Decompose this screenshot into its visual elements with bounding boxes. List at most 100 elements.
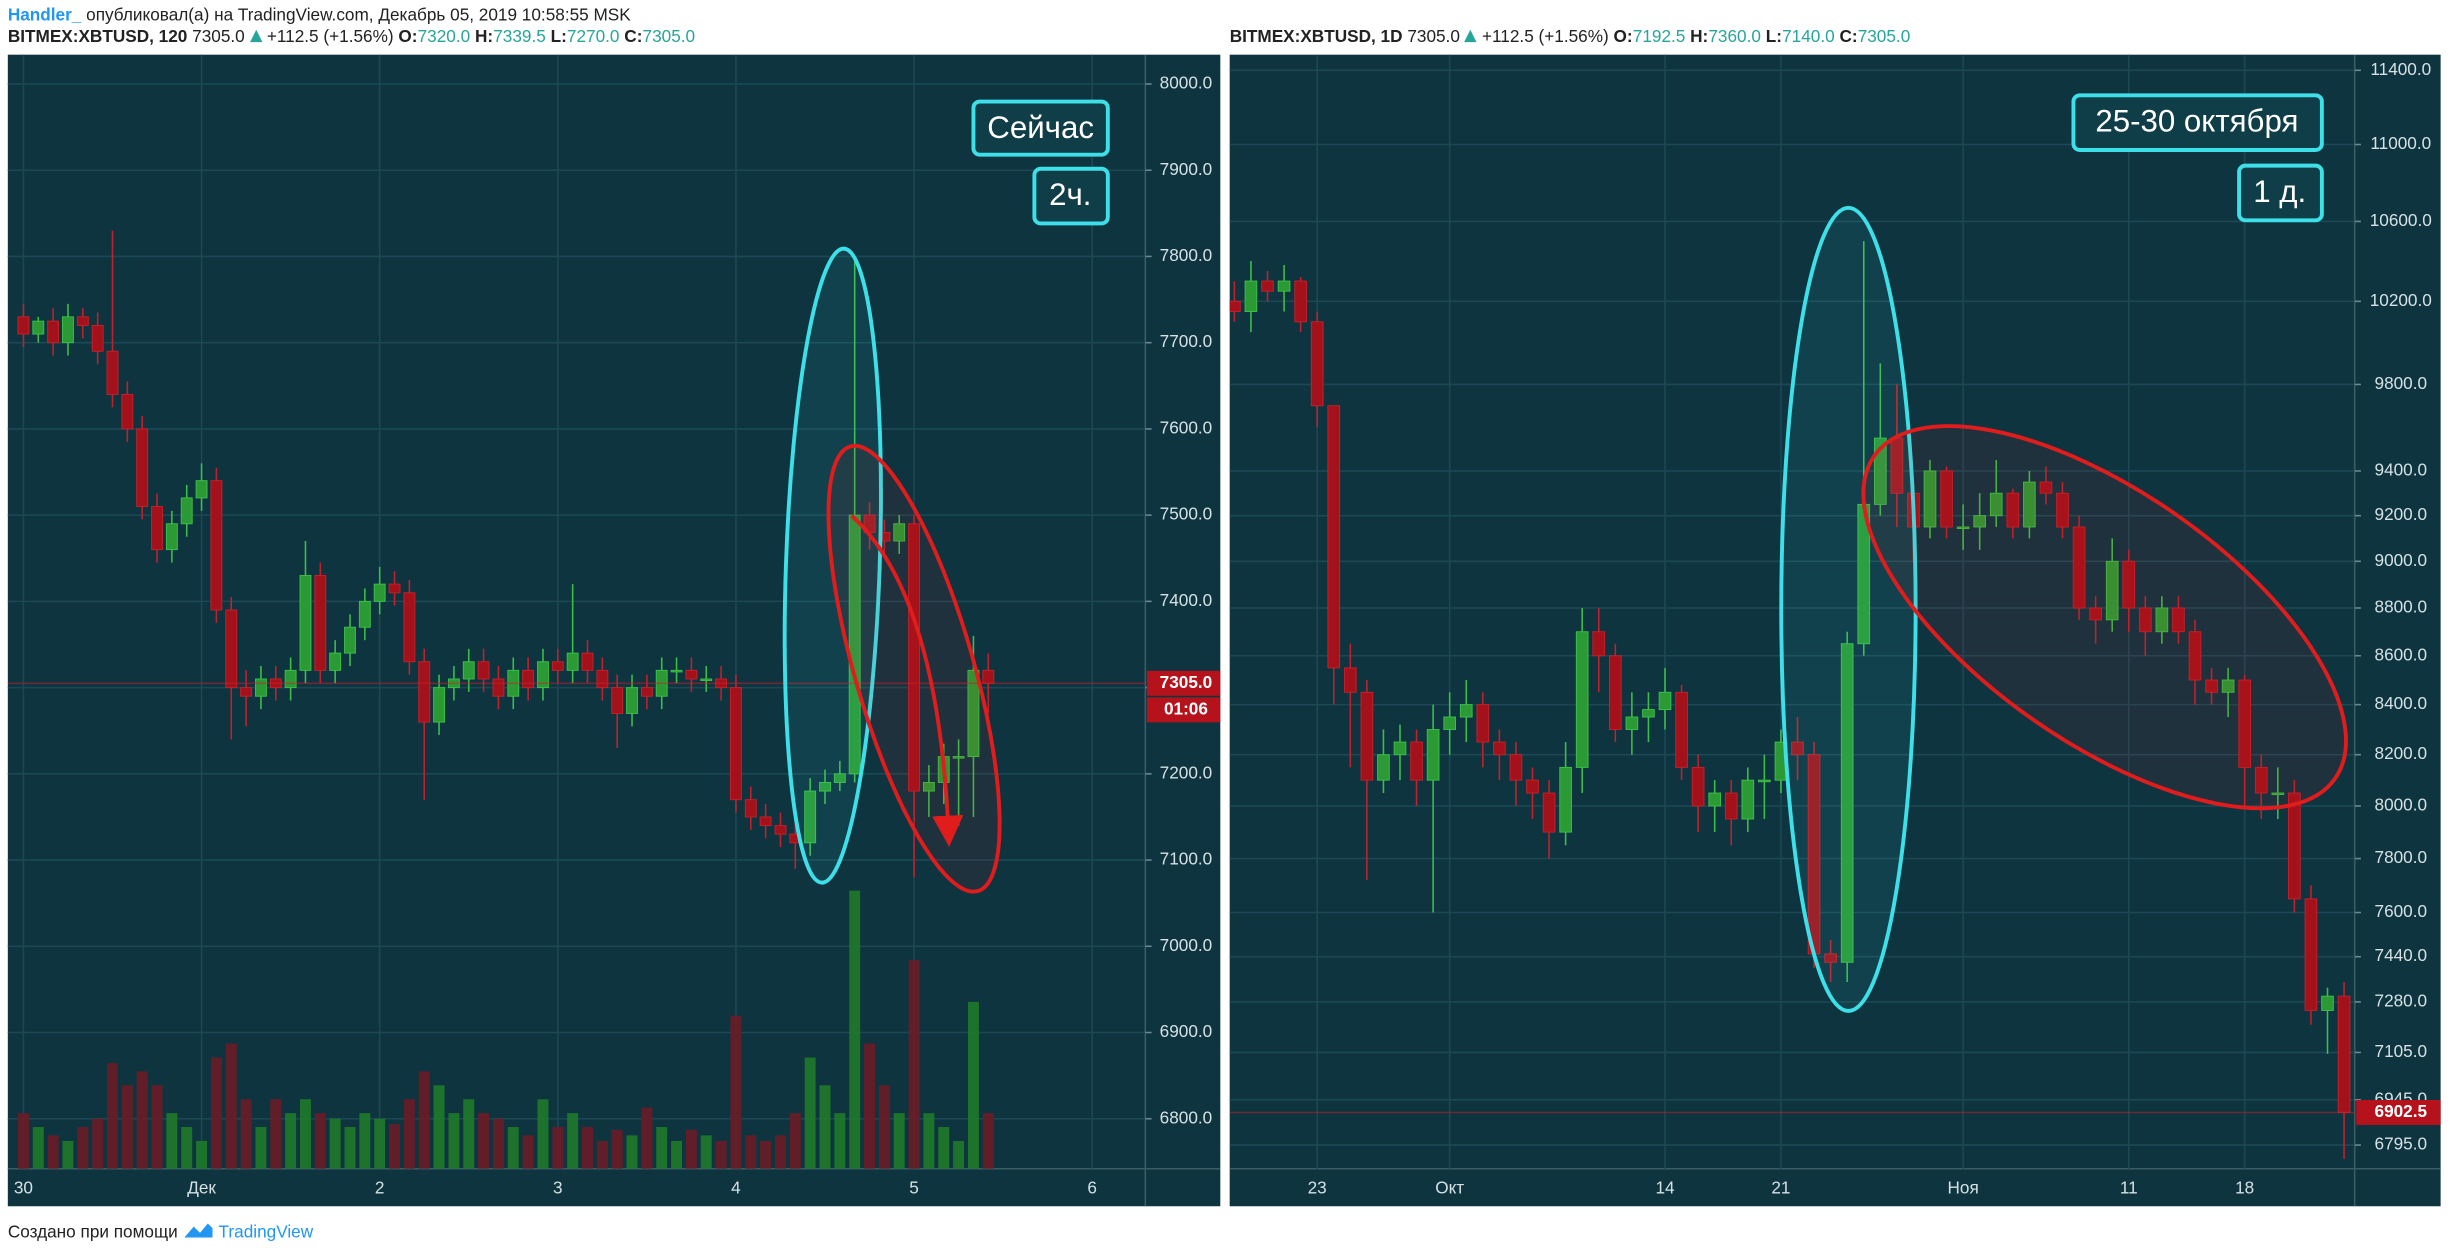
candle-body xyxy=(314,575,327,671)
ohlc-value: 7305.0 xyxy=(1857,28,1911,47)
volume-bar xyxy=(403,1099,415,1169)
candle-body xyxy=(1261,280,1274,292)
candle-body xyxy=(1443,716,1457,730)
y-tick-label: 7500.0 xyxy=(1160,504,1213,524)
volume-bar xyxy=(418,1071,430,1169)
volume-bar xyxy=(121,1085,133,1169)
candle-body xyxy=(1377,754,1390,781)
up-arrow-icon xyxy=(249,29,263,43)
candle-body xyxy=(700,678,713,682)
author[interactable]: Handler_ xyxy=(7,6,82,25)
x-tick-label: 18 xyxy=(2235,1178,2254,1198)
volume-bar xyxy=(596,1140,608,1169)
volume-bar xyxy=(314,1113,326,1169)
candle-body xyxy=(2105,560,2119,621)
y-tick-label: 7100.0 xyxy=(1160,849,1213,869)
volume-bar xyxy=(344,1127,356,1169)
candle-body xyxy=(1410,741,1423,781)
volume-bar xyxy=(878,1085,890,1169)
volume-bar xyxy=(775,1135,786,1169)
volume-bar xyxy=(374,1118,386,1169)
logo-icon xyxy=(184,1223,213,1238)
price-label: 6902.5 xyxy=(2375,1101,2428,1121)
time-axis xyxy=(7,1168,1221,1207)
x-tick-label: Дек xyxy=(187,1178,216,1198)
volume-bar xyxy=(626,1135,638,1169)
last-price: 7305.0 xyxy=(192,28,245,47)
x-tick-label: 6 xyxy=(1087,1178,1097,1198)
candle-body xyxy=(1327,405,1341,669)
annotation-box xyxy=(2237,163,2324,223)
up-arrow-icon xyxy=(1464,29,1478,43)
ohlc-value: 7339.5 xyxy=(493,28,546,47)
candle-body xyxy=(730,687,742,801)
candle-body xyxy=(2138,607,2152,633)
candle-body xyxy=(2023,481,2036,528)
volume-bar xyxy=(685,1129,697,1169)
volume-bar xyxy=(329,1118,341,1169)
candle-body xyxy=(2172,607,2185,633)
candle-body xyxy=(1608,655,1622,730)
ohlc-value: 7270.0 xyxy=(566,28,620,47)
candle-body xyxy=(2205,679,2218,693)
volume-bar xyxy=(240,1099,252,1169)
volume-bar xyxy=(62,1140,74,1169)
candle-body xyxy=(433,687,445,723)
price-label-box xyxy=(2356,1099,2441,1125)
candle-body xyxy=(151,506,163,551)
candle-body xyxy=(418,661,431,723)
brand-link[interactable]: TradingView xyxy=(218,1223,314,1243)
candle-body xyxy=(1708,792,1722,807)
volume-bar xyxy=(47,1135,59,1169)
volume-bar xyxy=(671,1140,683,1169)
candle-body xyxy=(2238,679,2252,768)
y-tick-label: 8600.0 xyxy=(2375,644,2428,664)
candle-body xyxy=(299,575,312,671)
candle-body xyxy=(2271,792,2285,796)
candle-body xyxy=(1360,691,1374,781)
candle-body xyxy=(329,652,342,671)
publish-text: опубликовал(а) на TradingView.com, Декаб… xyxy=(86,6,631,25)
candle-body xyxy=(17,316,30,335)
candle-body xyxy=(225,609,238,689)
volume-bar xyxy=(522,1135,534,1169)
y-tick-label: 7440.0 xyxy=(2375,945,2428,965)
candle-body xyxy=(626,687,638,714)
volume-bar xyxy=(760,1140,772,1169)
candle-body xyxy=(2056,492,2069,528)
y-tick-label: 7600.0 xyxy=(1160,417,1213,437)
volume-bar xyxy=(656,1127,668,1169)
drawings: Сейчас 2ч. xyxy=(782,99,1110,894)
ohlc-label: O: xyxy=(1613,28,1633,47)
candle-body xyxy=(1923,470,1937,528)
arrow xyxy=(850,514,964,847)
candle-body xyxy=(522,669,535,689)
volume-bar xyxy=(700,1135,712,1169)
volume-bar xyxy=(181,1127,193,1169)
last-price: 7305.0 xyxy=(1407,28,1460,47)
plot-background xyxy=(7,54,1146,1169)
chart-header: BITMEX:XBTUSD, 120 7305.0 +112.5 (+1.56%… xyxy=(8,28,695,48)
candle-body xyxy=(1956,526,1970,530)
candle-body xyxy=(1625,716,1639,730)
footer-text: Создано при помощи xyxy=(7,1223,178,1243)
y-tick-label: 8000.0 xyxy=(1160,73,1213,93)
candle-body xyxy=(908,523,920,792)
price-label-box xyxy=(1146,670,1221,696)
volume-bar xyxy=(136,1071,148,1169)
volume-bar xyxy=(834,1113,846,1169)
countdown: 01:06 xyxy=(1164,698,1208,718)
candle-body xyxy=(1575,631,1589,768)
y-tick-label: 9400.0 xyxy=(2375,460,2428,480)
ohlc-value: 7192.5 xyxy=(1632,28,1686,47)
volume-bar xyxy=(225,1043,237,1169)
chart-header: BITMEX:XBTUSD, 1D 7305.0 +112.5 (+1.56%)… xyxy=(1230,28,1911,48)
annotation-box xyxy=(2071,93,2324,152)
volume-bar xyxy=(507,1127,519,1169)
y-tick-label: 6900.0 xyxy=(1160,1021,1213,1041)
annotation: Сейчас xyxy=(987,110,1094,145)
candle-body xyxy=(2188,631,2202,681)
volume-bar xyxy=(285,1113,297,1169)
volume-bar xyxy=(938,1127,950,1169)
